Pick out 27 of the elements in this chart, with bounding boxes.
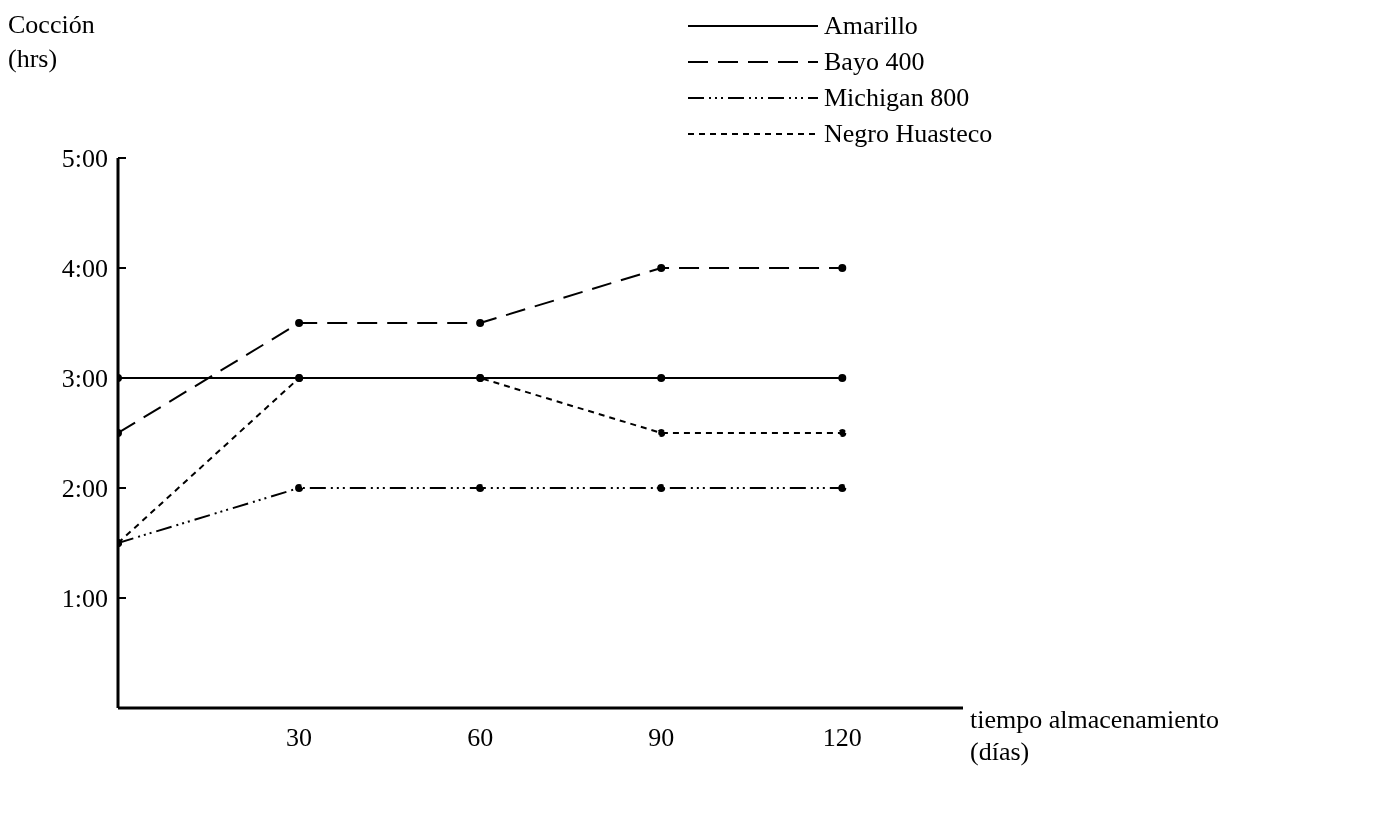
y-tick-label: 5:00 xyxy=(61,144,108,174)
legend-label: Michigan 800 xyxy=(824,83,970,113)
legend-label: Amarillo xyxy=(824,11,918,41)
x-axis-title: tiempo almacenamiento (días) xyxy=(970,704,1220,768)
point xyxy=(838,484,847,492)
point xyxy=(838,264,847,272)
legend-label: Bayo 400 xyxy=(824,47,925,77)
point xyxy=(476,319,485,327)
point xyxy=(838,374,847,382)
point xyxy=(657,429,666,437)
y-tick-label: 4:00 xyxy=(61,254,108,284)
y-tick-label: 2:00 xyxy=(61,474,108,504)
y-axis-title: Cocción (hrs) xyxy=(8,9,95,75)
y-tick-label: 3:00 xyxy=(61,364,108,394)
point xyxy=(838,429,847,437)
point xyxy=(657,264,666,272)
x-tick-label: 60 xyxy=(467,723,494,753)
y-tick-label: 1:00 xyxy=(61,584,108,614)
point xyxy=(295,319,304,327)
point xyxy=(295,484,304,492)
point xyxy=(657,484,666,492)
x-tick-label: 30 xyxy=(286,723,313,753)
point xyxy=(476,484,485,492)
x-tick-label: 90 xyxy=(648,723,675,753)
legend-label: Negro Huasteco xyxy=(824,119,993,149)
point xyxy=(657,374,666,382)
x-tick-label: 120 xyxy=(822,723,862,753)
